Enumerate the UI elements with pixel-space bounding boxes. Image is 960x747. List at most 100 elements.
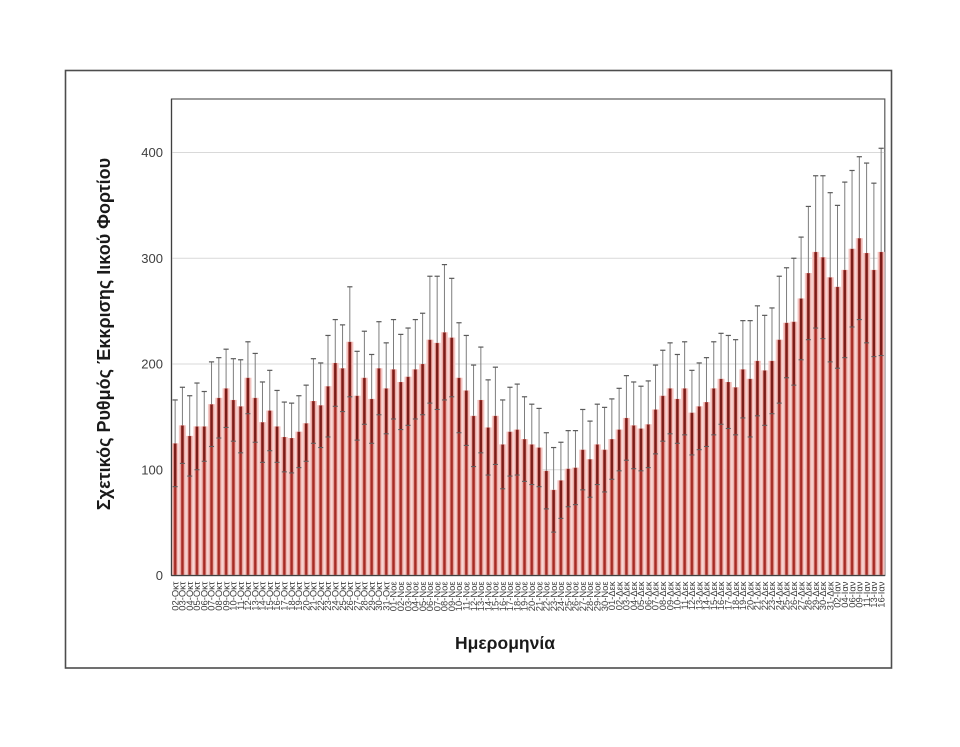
svg-text:200: 200 [141, 357, 163, 372]
svg-text:12-Δεκ: 12-Δεκ [686, 581, 697, 610]
svg-text:31-Οκτ: 31-Οκτ [380, 581, 391, 611]
svg-text:20-Νοε: 20-Νοε [526, 582, 537, 612]
svg-text:28-Οκτ: 28-Οκτ [359, 581, 370, 611]
svg-text:02-Δεκ: 02-Δεκ [613, 581, 624, 610]
svg-text:11-Ιαν: 11-Ιαν [861, 581, 872, 607]
svg-text:13-Ιαν: 13-Ιαν [868, 581, 879, 608]
svg-text:03-Νοε: 03-Νοε [402, 582, 413, 612]
svg-text:27-Δεκ: 27-Δεκ [795, 581, 806, 610]
svg-text:19-Δεκ: 19-Δεκ [737, 581, 748, 610]
svg-text:24-Οκτ: 24-Οκτ [329, 581, 340, 611]
svg-text:04-Δεκ: 04-Δεκ [628, 581, 639, 610]
svg-text:11-Νοε: 11-Νοε [460, 582, 471, 611]
svg-text:09-Δεκ: 09-Δεκ [664, 581, 675, 610]
svg-text:21-Νοε: 21-Νοε [533, 582, 544, 612]
svg-text:05-Οκτ: 05-Οκτ [191, 581, 202, 611]
svg-text:26-Δεκ: 26-Δεκ [788, 581, 799, 610]
svg-text:24-Δεκ: 24-Δεκ [773, 581, 784, 610]
svg-text:14-Νοε: 14-Νοε [482, 582, 493, 612]
svg-text:04-Οκτ: 04-Οκτ [184, 581, 195, 611]
svg-text:04-Ιαν: 04-Ιαν [839, 581, 850, 608]
svg-text:30-Οκτ: 30-Οκτ [373, 581, 384, 611]
svg-text:03-Οκτ: 03-Οκτ [177, 581, 188, 611]
svg-text:08-Οκτ: 08-Οκτ [213, 581, 224, 611]
svg-text:18-Οκτ: 18-Οκτ [286, 581, 297, 611]
svg-text:23-Δεκ: 23-Δεκ [766, 581, 777, 610]
svg-text:05-Δεκ: 05-Δεκ [635, 581, 646, 610]
svg-text:08-Δεκ: 08-Δεκ [657, 581, 668, 610]
svg-text:27-Νοε: 27-Νοε [577, 582, 588, 612]
svg-text:06-Ιαν: 06-Ιαν [846, 581, 857, 608]
svg-text:06-Οκτ: 06-Οκτ [198, 581, 209, 611]
svg-text:02-Ιαν: 02-Ιαν [832, 581, 843, 608]
svg-text:12-Νοε: 12-Νοε [468, 582, 479, 612]
svg-text:300: 300 [141, 251, 163, 266]
svg-text:24-Νοε: 24-Νοε [555, 582, 566, 612]
svg-text:07-Νοε: 07-Νοε [431, 582, 442, 612]
svg-text:27-Οκτ: 27-Οκτ [351, 581, 362, 611]
svg-text:Σχετικός Ρυθμός Έκκρισης Ιικού: Σχετικός Ρυθμός Έκκρισης Ιικού Φορτίου [94, 158, 114, 510]
svg-text:07-Δεκ: 07-Δεκ [650, 581, 661, 610]
svg-text:15-Οκτ: 15-Οκτ [264, 581, 275, 611]
svg-text:09-Νοε: 09-Νοε [446, 582, 457, 612]
svg-text:07-Οκτ: 07-Οκτ [206, 581, 217, 611]
svg-text:22-Οκτ: 22-Οκτ [315, 581, 326, 611]
svg-text:30-Νοε: 30-Νοε [599, 582, 610, 612]
svg-text:20-Οκτ: 20-Οκτ [300, 581, 311, 611]
svg-text:100: 100 [141, 462, 163, 477]
svg-text:08-Νοε: 08-Νοε [439, 582, 450, 612]
svg-text:13-Οκτ: 13-Οκτ [249, 581, 260, 611]
svg-text:29-Οκτ: 29-Οκτ [366, 581, 377, 611]
svg-text:01-Νοε: 01-Νοε [388, 582, 399, 612]
svg-text:23-Νοε: 23-Νοε [548, 582, 559, 612]
svg-text:16-Δεκ: 16-Δεκ [715, 581, 726, 610]
svg-text:30-Δεκ: 30-Δεκ [817, 581, 828, 610]
svg-text:23-Οκτ: 23-Οκτ [322, 581, 333, 611]
svg-text:22-Νοε: 22-Νοε [541, 582, 552, 612]
svg-text:01-Δεκ: 01-Δεκ [606, 581, 617, 610]
svg-text:22-Δεκ: 22-Δεκ [759, 581, 770, 610]
svg-text:400: 400 [141, 145, 163, 160]
svg-text:17-Νοε: 17-Νοε [504, 582, 515, 612]
svg-text:02-Οκτ: 02-Οκτ [169, 581, 180, 611]
svg-text:26-Οκτ: 26-Οκτ [344, 581, 355, 611]
svg-text:16-Ιαν: 16-Ιαν [875, 581, 886, 608]
svg-text:09-Ιαν: 09-Ιαν [854, 581, 865, 608]
svg-text:17-Δεκ: 17-Δεκ [723, 581, 734, 610]
svg-text:29-Νοε: 29-Νοε [592, 582, 603, 612]
svg-text:17-Οκτ: 17-Οκτ [279, 581, 290, 611]
svg-text:16-Οκτ: 16-Οκτ [271, 581, 282, 611]
svg-text:18-Δεκ: 18-Δεκ [730, 581, 741, 610]
svg-text:31-Δεκ: 31-Δεκ [824, 581, 835, 610]
svg-text:06-Νοε: 06-Νοε [424, 582, 435, 612]
svg-text:25-Οκτ: 25-Οκτ [337, 581, 348, 611]
svg-text:03-Δεκ: 03-Δεκ [621, 581, 632, 610]
svg-text:20-Δεκ: 20-Δεκ [744, 581, 755, 610]
svg-text:21-Οκτ: 21-Οκτ [308, 581, 319, 611]
svg-text:10-Δεκ: 10-Δεκ [672, 581, 683, 610]
svg-text:18-Νοε: 18-Νοε [511, 582, 522, 612]
svg-text:15-Δεκ: 15-Δεκ [708, 581, 719, 610]
svg-text:25-Δεκ: 25-Δεκ [781, 581, 792, 610]
svg-text:25-Νοε: 25-Νοε [562, 582, 573, 612]
svg-text:09-Οκτ: 09-Οκτ [220, 581, 231, 611]
svg-text:Ημερομηνία: Ημερομηνία [455, 633, 555, 653]
svg-text:19-Νοε: 19-Νοε [519, 582, 530, 612]
svg-text:10-Νοε: 10-Νοε [453, 582, 464, 612]
svg-text:02-Νοε: 02-Νοε [395, 582, 406, 612]
svg-text:12-Οκτ: 12-Οκτ [242, 581, 253, 611]
svg-text:11-Δεκ: 11-Δεκ [679, 581, 690, 609]
svg-text:0: 0 [156, 568, 163, 583]
svg-text:19-Οκτ: 19-Οκτ [293, 581, 304, 611]
svg-text:13-Δεκ: 13-Δεκ [693, 581, 704, 610]
svg-text:21-Δεκ: 21-Δεκ [752, 581, 763, 610]
svg-text:13-Νοε: 13-Νοε [475, 582, 486, 612]
svg-text:29-Δεκ: 29-Δεκ [810, 581, 821, 610]
svg-text:06-Δεκ: 06-Δεκ [642, 581, 653, 610]
svg-text:14-Οκτ: 14-Οκτ [257, 581, 268, 611]
svg-text:05-Νοε: 05-Νοε [417, 582, 428, 612]
svg-text:10-Οκτ: 10-Οκτ [228, 581, 239, 611]
svg-text:14-Δεκ: 14-Δεκ [701, 581, 712, 610]
svg-text:04-Νοε: 04-Νοε [410, 582, 421, 612]
svg-text:15-Νοε: 15-Νοε [490, 582, 501, 612]
